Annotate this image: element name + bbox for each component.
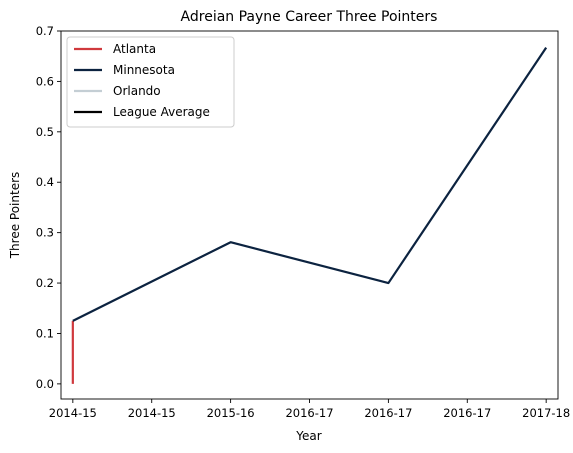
legend-label-orlando: Orlando xyxy=(113,84,161,98)
y-tick-label: 0.6 xyxy=(36,74,54,88)
x-tick-label: 2016-17 xyxy=(443,406,491,420)
y-tick-label: 0.1 xyxy=(36,326,54,340)
legend-label-minnesota: Minnesota xyxy=(113,63,175,77)
x-tick-label: 2016-17 xyxy=(285,406,333,420)
x-tick-label: 2017-18 xyxy=(522,406,570,420)
y-axis-label: Three Pointers xyxy=(8,172,22,260)
legend-label-league-average: League Average xyxy=(113,105,210,119)
x-tick-label: 2014-15 xyxy=(128,406,176,420)
series-lines xyxy=(71,47,548,384)
x-axis: 2014-15 2014-15 2015-16 2016-17 2016-17 2016-… xyxy=(49,399,570,420)
y-tick-label: 0.3 xyxy=(36,226,54,240)
y-tick-label: 0.7 xyxy=(36,24,54,38)
x-tick-label: 2016-17 xyxy=(364,406,412,420)
chart-title: Adreian Payne Career Three Pointers xyxy=(181,9,438,25)
legend: Atlanta Minnesota Orlando League Average xyxy=(66,36,235,128)
x-axis-label: Year xyxy=(295,429,321,443)
legend-label-atlanta: Atlanta xyxy=(113,42,156,56)
y-tick-label: 0.4 xyxy=(36,175,54,189)
series-line-minnesota xyxy=(72,47,548,322)
x-tick-label: 2015-16 xyxy=(207,406,255,420)
y-tick-label: 0.0 xyxy=(36,377,54,391)
legend-box xyxy=(66,36,235,128)
y-axis: 0.0 0.1 0.2 0.3 0.4 0.5 0.6 0.7 xyxy=(36,24,61,391)
y-tick-label: 0.5 xyxy=(36,125,54,139)
y-tick-label: 0.2 xyxy=(36,276,54,290)
x-tick-label: 2014-15 xyxy=(49,406,97,420)
